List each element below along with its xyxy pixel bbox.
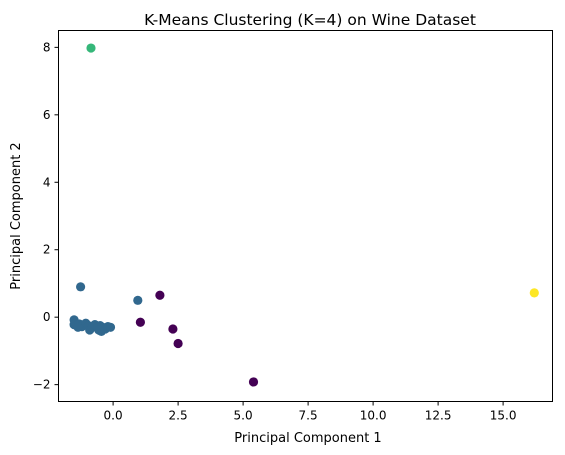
x-tick-label: 15.0 [490,409,517,423]
plot-area [58,30,553,402]
y-tick-label: 0 [43,310,51,324]
x-tick-label: 0.0 [104,409,123,423]
y-tick-label: 8 [43,40,51,54]
y-tick-label: −2 [33,378,51,392]
y-tick-label: 2 [43,243,51,257]
y-axis-label: Principal Component 2 [9,142,24,289]
y-tick-label: 4 [43,175,51,189]
chart-title: K-Means Clustering (K=4) on Wine Dataset [144,11,476,29]
data-point-cluster-2 [86,43,96,53]
data-points [69,43,539,387]
x-tick-label: 12.5 [425,409,452,423]
data-point-cluster-0 [135,317,145,327]
x-tick-label: 5.0 [234,409,253,423]
x-axis: 0.0 2.5 5.0 7.5 10.0 12.5 15.0 [104,401,517,423]
x-tick-label: 7.5 [299,409,318,423]
plot-frame [58,30,553,402]
x-tick-label: 2.5 [169,409,188,423]
data-point-cluster-0 [173,338,183,349]
data-point-cluster-1 [133,295,143,305]
x-tick-label: 10.0 [360,409,387,423]
data-point-cluster-1 [76,282,86,292]
data-point-cluster-1 [73,322,83,332]
data-point-cluster-1 [105,322,116,332]
data-point-cluster-0 [155,290,165,300]
data-point-cluster-3 [529,288,539,298]
y-axis: −2 0 2 4 6 8 [33,40,59,392]
data-point-cluster-0 [168,324,178,334]
x-axis-label: Principal Component 1 [234,431,381,446]
data-point-cluster-0 [248,377,259,387]
y-tick-label: 6 [43,108,51,122]
data-point-cluster-1 [94,325,104,335]
